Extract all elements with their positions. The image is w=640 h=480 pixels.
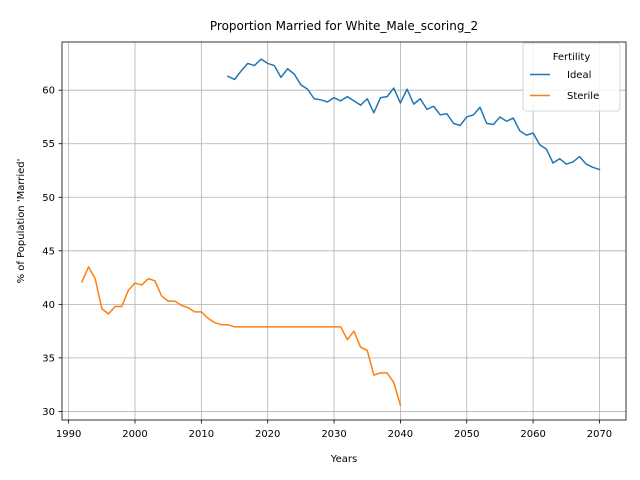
y-tick-label: 45 [42, 246, 55, 257]
series-line-sterile [80, 266, 402, 406]
series-line-ideal [226, 58, 601, 171]
legend: Fertility Ideal Sterile [522, 42, 621, 112]
chart-title: Proportion Married for White_Male_scorin… [210, 19, 478, 33]
series-layer [80, 58, 601, 406]
legend-title: Fertility [553, 52, 591, 63]
y-axis-label: % of Population 'Married' [16, 159, 27, 284]
x-tick-label: 1990 [56, 429, 81, 440]
x-tick-label: 2040 [388, 429, 413, 440]
axis-ticks: 1990 2000 2010 2020 2030 2040 2050 2060 2070 30 35… [42, 86, 612, 440]
x-tick-label: 2000 [122, 429, 147, 440]
legend-label-sterile: Sterile [567, 91, 599, 102]
y-tick-label: 55 [42, 139, 55, 150]
x-tick-label: 2030 [321, 429, 346, 440]
y-tick-label: 60 [42, 86, 55, 97]
legend-box [522, 42, 621, 112]
legend-label-ideal: Ideal [567, 70, 591, 81]
x-tick-label: 2050 [454, 429, 479, 440]
y-tick-label: 35 [42, 353, 55, 364]
y-tick-label: 30 [42, 407, 55, 418]
x-tick-label: 2070 [587, 429, 612, 440]
x-tick-label: 2020 [255, 429, 280, 440]
y-tick-label: 50 [42, 193, 55, 204]
x-tick-label: 2010 [189, 429, 214, 440]
x-axis-label: Years [330, 454, 357, 465]
y-tick-label: 40 [42, 300, 55, 311]
legend-entries: Ideal Sterile [530, 70, 599, 102]
plot-area-frame [61, 41, 627, 421]
x-tick-label: 2060 [520, 429, 545, 440]
